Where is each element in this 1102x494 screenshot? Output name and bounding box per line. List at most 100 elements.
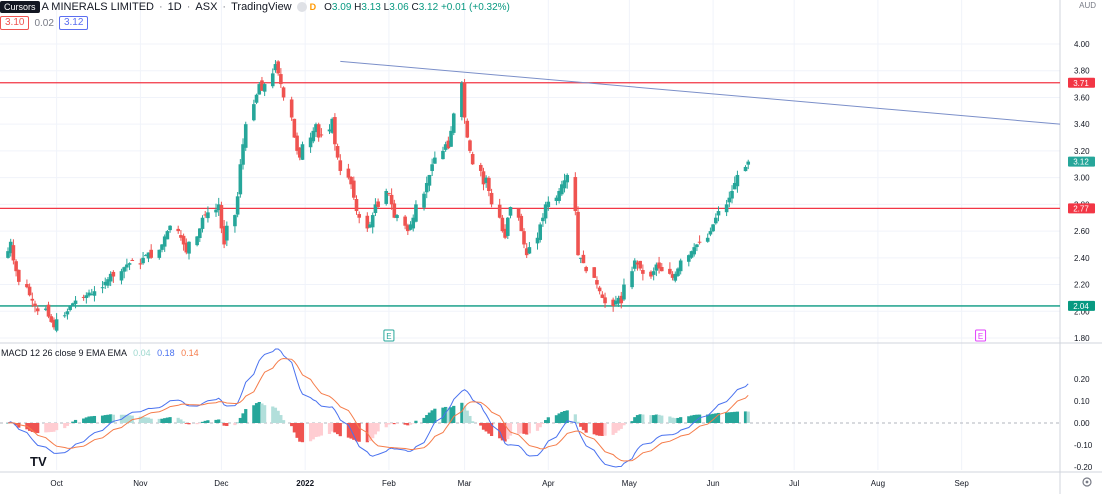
macd-histogram-bar	[176, 417, 180, 423]
macd-histogram-bar	[544, 420, 548, 423]
macd-histogram-bar	[346, 423, 350, 438]
level-price-tag-label: 3.71	[1073, 79, 1089, 88]
macd-histogram-bar	[146, 417, 151, 423]
macd-histogram-bar	[157, 418, 161, 423]
candle-body	[695, 244, 699, 248]
candle-body	[614, 300, 618, 305]
candle-body	[522, 231, 526, 245]
candle-body	[595, 280, 599, 285]
candle-body	[408, 224, 413, 230]
interval-label[interactable]: 1D	[167, 1, 182, 13]
candle-body	[373, 204, 378, 214]
candle-body	[730, 191, 734, 199]
trendline[interactable]	[340, 60, 1061, 125]
macd-legend[interactable]: MACD 12 26 close 9 EMA EMA 0.04 0.18 0.1…	[1, 348, 199, 358]
macd-histogram-bar	[698, 414, 702, 423]
ohlc-values: O3.09 H3.13 L3.06 C3.12 +0.01 (+0.32%)	[324, 2, 510, 13]
candle-body	[54, 319, 59, 331]
macd-histogram-bar	[233, 423, 237, 426]
macd-histogram-bar	[679, 417, 683, 423]
exchange-label[interactable]: ASX	[195, 1, 218, 13]
candle-body	[71, 303, 75, 307]
last-price-tag	[1068, 156, 1095, 167]
macd-histogram-bar	[489, 423, 494, 437]
candle-body	[222, 226, 226, 245]
candle-body	[30, 298, 35, 301]
candle-body	[578, 257, 583, 259]
macd-histogram-bar	[214, 419, 218, 423]
candle-body	[308, 137, 313, 148]
candle-body	[554, 197, 559, 201]
separator-dot: ·	[186, 1, 191, 13]
candle-body	[411, 217, 416, 229]
macd-signal-line	[7, 357, 749, 462]
macd-histogram-bar	[687, 416, 691, 423]
candle-body	[216, 204, 221, 211]
last-price-tag-label: 3.12	[1073, 158, 1089, 167]
macd-histogram-bar	[673, 418, 677, 423]
candle-body	[89, 293, 94, 295]
candle-body	[538, 224, 543, 240]
candle-body	[181, 235, 186, 245]
macd-histogram-bar	[273, 407, 278, 423]
candle-body	[281, 87, 286, 98]
macd-histogram-bar	[103, 415, 107, 423]
earnings-marker-icon: E	[383, 329, 395, 342]
macd-histogram-bar	[271, 406, 275, 423]
macd-histogram-bar	[73, 419, 78, 423]
candle-body	[503, 228, 507, 238]
trendline-segment	[340, 60, 1061, 125]
candle-body	[659, 267, 664, 272]
macd-histogram-bar	[554, 415, 559, 423]
macd-line-value: 0.18	[157, 348, 175, 358]
currency-label[interactable]: AUD	[1079, 1, 1096, 10]
delayed-badge[interactable]: D	[309, 2, 317, 12]
macd-tick-label: -0.20	[1074, 463, 1093, 472]
macd-histogram-bar	[468, 415, 472, 423]
macd-histogram-bar	[352, 423, 356, 440]
candle-body	[330, 118, 334, 133]
price-axis[interactable]: 1.802.002.202.402.602.803.003.203.403.60…	[1074, 40, 1093, 472]
earnings-marker-label: E	[978, 332, 983, 341]
candle-body	[335, 146, 340, 158]
candle-body	[300, 144, 305, 160]
time-tick-label: Sep	[955, 479, 970, 488]
macd-histogram-bar	[565, 410, 569, 423]
candle-body	[81, 296, 86, 298]
symbol-name[interactable]: A MINERALS LIMITED	[41, 1, 154, 13]
macd-histogram-bar	[160, 418, 164, 423]
settings-gear-icon[interactable]	[1082, 477, 1092, 487]
level-price-tag-label: 2.77	[1073, 204, 1089, 213]
macd-histogram-bar	[111, 414, 115, 423]
candle-body	[225, 225, 229, 241]
candle-body	[8, 241, 13, 254]
candle-body	[179, 235, 183, 238]
candle-body	[384, 191, 389, 204]
macd-histogram-bar	[584, 423, 588, 433]
macd-histogram-bar	[619, 423, 623, 429]
macd-histogram-bar	[527, 423, 532, 434]
candle-body	[106, 279, 110, 286]
macd-histogram-bar	[462, 405, 467, 423]
candle-body	[241, 144, 245, 165]
macd-histogram-bar	[149, 418, 153, 423]
macd-histogram-bar	[263, 405, 267, 423]
bid-box[interactable]: 3.10	[0, 16, 30, 30]
price-tick-label: 3.20	[1074, 147, 1090, 156]
candle-body	[389, 194, 394, 205]
time-tick-label: Jul	[789, 479, 799, 488]
candle-body	[484, 177, 488, 183]
tradingview-logo[interactable]: TV	[30, 454, 47, 469]
low-label: L	[383, 1, 390, 13]
ask-box[interactable]: 3.12	[58, 16, 89, 30]
candle-body	[319, 134, 324, 136]
time-axis[interactable]: Oct Nov Dec 2022 Feb Mar Apr May Jun Jul Aug Sep	[50, 479, 969, 488]
candle-body	[478, 164, 483, 171]
candle-body	[295, 135, 299, 151]
macd-histogram-bar	[630, 421, 634, 423]
candle-body	[289, 99, 294, 118]
candle-body	[254, 94, 259, 103]
